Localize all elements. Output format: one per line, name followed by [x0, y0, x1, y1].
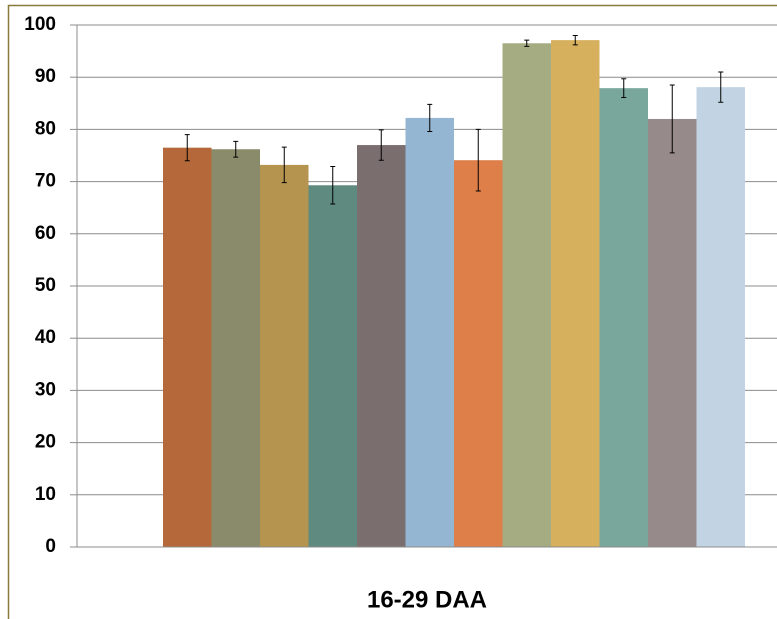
y-tick-label: 80	[35, 118, 56, 139]
y-tick-label: 100	[24, 14, 56, 35]
y-tick-label: 40	[35, 327, 56, 348]
error-bar	[378, 129, 384, 161]
chart-frame	[7, 4, 777, 619]
bar	[308, 185, 357, 547]
bar	[357, 145, 406, 547]
bar	[696, 87, 745, 548]
bar	[405, 117, 454, 547]
error-bar	[330, 165, 336, 205]
bar	[648, 118, 697, 548]
bar	[502, 43, 551, 548]
error-bar	[524, 39, 530, 47]
y-tick-label: 70	[35, 171, 56, 192]
error-bar	[718, 71, 724, 103]
y-tick-label: 30	[35, 379, 56, 400]
error-bar	[281, 146, 287, 184]
y-tick-label: 20	[35, 432, 56, 453]
error-bar	[233, 140, 239, 158]
error-bar	[184, 134, 190, 162]
bar	[211, 149, 260, 547]
bar	[599, 88, 648, 548]
bar	[163, 147, 212, 548]
error-bar	[475, 128, 481, 192]
y-tick-label: 10	[35, 484, 56, 505]
error-bar	[669, 84, 675, 154]
bar	[551, 40, 600, 547]
y-tick-label: 0	[45, 536, 56, 557]
error-bar	[572, 34, 578, 46]
y-tick-label: 50	[35, 275, 56, 296]
x-tick-label: 16-29 DAA	[367, 586, 487, 613]
error-bar	[621, 78, 627, 99]
error-bar	[427, 103, 433, 132]
bar	[454, 160, 503, 547]
y-tick-label: 60	[35, 223, 56, 244]
bar	[260, 164, 309, 547]
y-tick-label: 90	[35, 66, 56, 87]
